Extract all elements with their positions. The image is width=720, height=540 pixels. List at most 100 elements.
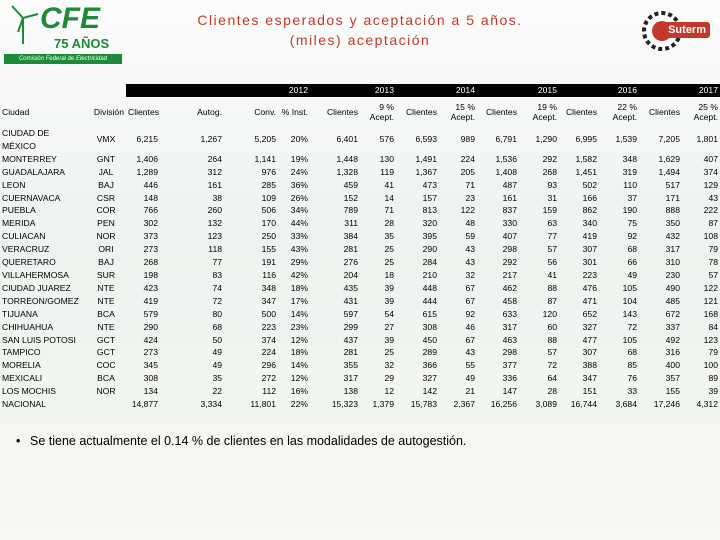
table-row: NACIONAL 14,877 3,334 11,801 22% 15,323 1,379 1… xyxy=(0,398,720,411)
table-cell: CIUDAD JUAREZ xyxy=(2,282,71,293)
table-cell: 1,141 xyxy=(254,153,276,164)
table-cell: 3,089 xyxy=(535,399,557,410)
table-cell: 118 xyxy=(208,244,222,255)
table-cell: GCT xyxy=(96,334,116,345)
table-cell: 105 xyxy=(622,282,637,293)
table-cell: 3,334 xyxy=(200,399,222,410)
table-cell: BCA xyxy=(97,373,115,384)
table-cell: 290 xyxy=(422,244,437,255)
table-cell: 32 xyxy=(465,269,475,280)
table-cell: 813 xyxy=(422,205,437,216)
table-cell: 407 xyxy=(703,153,718,164)
table-cell: 25 xyxy=(384,347,394,358)
table-cell: 423 xyxy=(143,282,158,293)
table-cell: 1,448 xyxy=(336,153,358,164)
table-cell: 37 xyxy=(627,192,637,203)
table-cell: 36% xyxy=(290,179,308,190)
table-cell: 77 xyxy=(212,257,222,268)
year-header: 2012 xyxy=(126,84,310,97)
table-cell: BCA xyxy=(97,308,115,319)
table-cell: 14% xyxy=(290,360,308,371)
table-cell: 377 xyxy=(502,360,517,371)
table-cell: 217 xyxy=(502,269,517,280)
table-cell: 1,267 xyxy=(200,134,222,145)
table-cell: 93 xyxy=(547,179,557,190)
table-cell: 122 xyxy=(460,205,475,216)
table-cell: 210 xyxy=(422,269,437,280)
table-cell: 42% xyxy=(290,269,308,280)
table-cell: 79 xyxy=(708,244,718,255)
table-cell: 151 xyxy=(582,386,597,397)
table-cell: 320 xyxy=(422,218,437,229)
year-header: 2017 xyxy=(639,84,720,97)
table-cell: 16,744 xyxy=(570,399,597,410)
table-cell: 49 xyxy=(465,373,475,384)
table-cell: 289 xyxy=(422,347,437,358)
table-cell: 1,491 xyxy=(415,153,437,164)
table-cell: 374 xyxy=(703,166,718,177)
table-cell: 458 xyxy=(502,295,517,306)
table-cell: 273 xyxy=(143,244,158,255)
table-cell: 230 xyxy=(665,269,680,280)
table-cell: 32 xyxy=(384,360,394,371)
table-cell: 419 xyxy=(582,231,597,242)
table-cell: VERACRUZ xyxy=(2,244,50,255)
table-cell: BAJ xyxy=(98,257,114,268)
table-cell: 284 xyxy=(422,257,437,268)
table-cell: 350 xyxy=(665,218,680,229)
table-cell: 652 xyxy=(582,308,597,319)
table-cell: 222 xyxy=(703,205,718,216)
table-row: CIUDAD JUAREZ NTE 423 74 348 18% 435 39 448 67 462… xyxy=(0,282,720,295)
table-cell: 64 xyxy=(547,373,557,384)
bullet-note: Se tiene actualmente el 0.14 % de client… xyxy=(16,434,466,448)
table-cell: 129 xyxy=(703,179,718,190)
table-cell: 492 xyxy=(665,334,680,345)
table-cell: 448 xyxy=(422,282,437,293)
table-cell: 152 xyxy=(343,192,358,203)
table-cell: 84 xyxy=(708,321,718,332)
table-cell: 43 xyxy=(465,257,475,268)
title: Clientes esperados y aceptación a 5 años… xyxy=(150,10,570,50)
table-cell: 34% xyxy=(290,205,308,216)
table-cell: 348 xyxy=(261,282,276,293)
table-row: LOS MOCHIS NOR 134 22 112 16% 138 12 142 21 147 28 1… xyxy=(0,385,720,398)
table-cell: 1,629 xyxy=(658,153,680,164)
table-cell: 319 xyxy=(622,166,637,177)
table-cell: 204 xyxy=(343,269,358,280)
suterm-logo: Suterm xyxy=(642,4,716,60)
table-cell: 28 xyxy=(384,218,394,229)
table-cell: 39 xyxy=(384,334,394,345)
table-cell: 88 xyxy=(547,334,557,345)
table-cell: 49 xyxy=(627,269,637,280)
table-row: SAN LUIS POTOSI GCT 424 50 374 12% 437 39 450 67 4… xyxy=(0,334,720,347)
table-cell: NOR xyxy=(96,386,116,397)
table-cell: 132 xyxy=(207,218,222,229)
table-cell: 14% xyxy=(290,308,308,319)
table-cell: TAMPICO xyxy=(2,347,41,358)
table-cell: 71 xyxy=(465,179,475,190)
table-cell: 424 xyxy=(143,334,158,345)
table-cell: 123 xyxy=(207,231,222,242)
table-cell: COC xyxy=(96,360,116,371)
table-cell: 14,877 xyxy=(131,399,158,410)
table-cell: 1,536 xyxy=(495,153,517,164)
table-cell: 29 xyxy=(384,373,394,384)
table-cell: 272 xyxy=(261,373,276,384)
table-cell: 12% xyxy=(290,334,308,345)
table-cell: NTE xyxy=(97,295,115,306)
column-header: 25 % Acept. xyxy=(693,102,718,122)
table-cell: 15,323 xyxy=(331,399,358,410)
table-cell: 6,401 xyxy=(336,134,358,145)
table-cell: 134 xyxy=(143,386,158,397)
table-row: CULIACAN NOR 373 123 250 33% 384 35 395 59 407 77 41… xyxy=(0,230,720,243)
table-cell: 46 xyxy=(465,321,475,332)
table-cell: 1,379 xyxy=(372,399,394,410)
year-header: 2013 xyxy=(310,84,396,97)
table-cell: 7,205 xyxy=(658,134,680,145)
table-cell: 68 xyxy=(212,321,222,332)
table-cell: 77 xyxy=(547,231,557,242)
table-cell: 74 xyxy=(212,282,222,293)
table-cell: 67 xyxy=(465,334,475,345)
column-header: Conv. xyxy=(254,107,276,117)
